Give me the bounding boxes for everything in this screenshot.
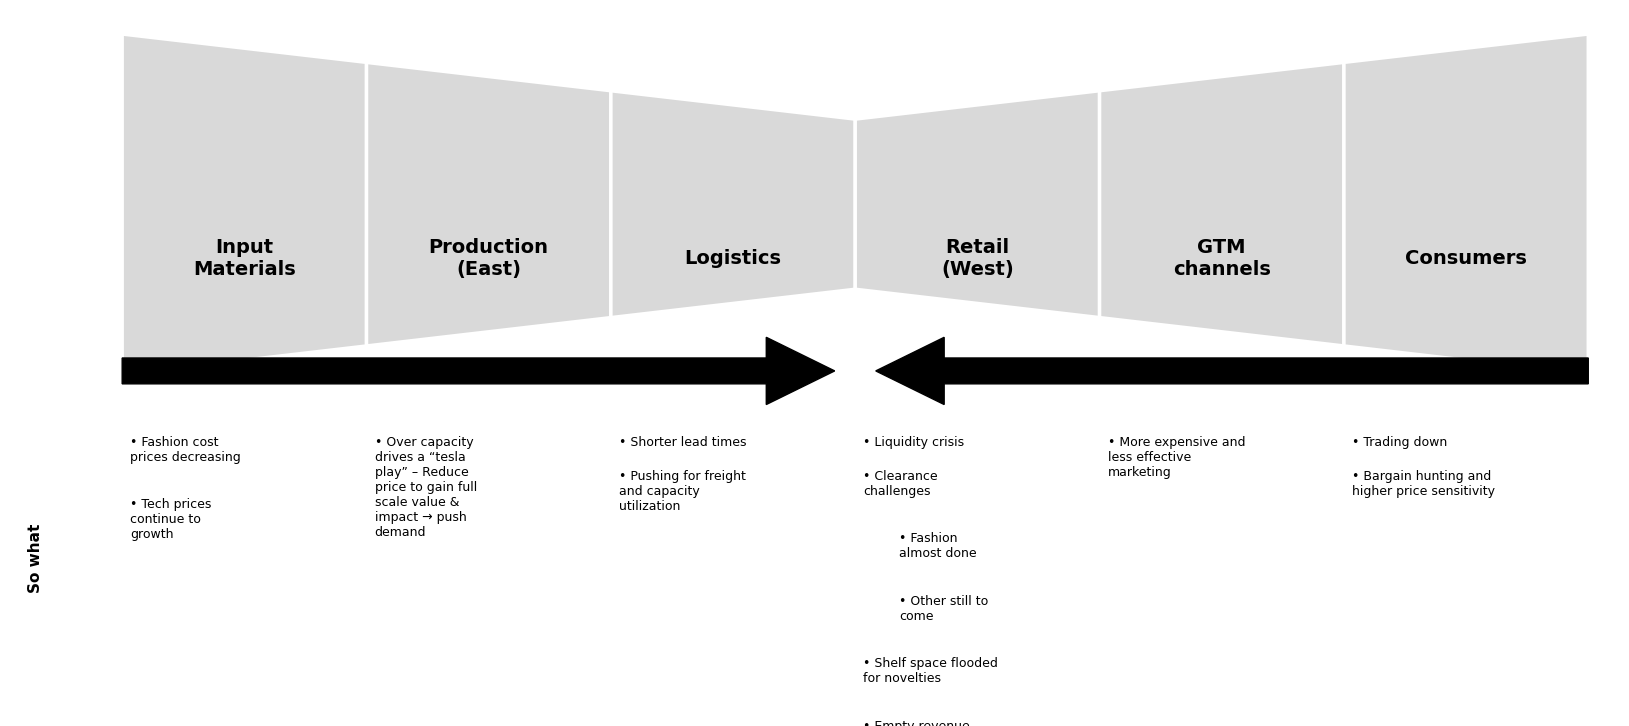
Text: • Other still to
come: • Other still to come <box>899 595 989 623</box>
Polygon shape <box>122 34 367 375</box>
Text: • Liquidity crisis: • Liquidity crisis <box>863 436 964 449</box>
Text: Logistics: Logistics <box>684 249 782 268</box>
Text: • Trading down: • Trading down <box>1352 436 1447 449</box>
Text: • Bargain hunting and
higher price sensitivity: • Bargain hunting and higher price sensi… <box>1352 470 1495 497</box>
Text: • Fashion
almost done: • Fashion almost done <box>899 532 977 560</box>
Polygon shape <box>367 62 611 346</box>
Text: • Fashion cost
prices decreasing: • Fashion cost prices decreasing <box>130 436 241 464</box>
Text: • More expensive and
less effective
marketing: • More expensive and less effective mark… <box>1108 436 1245 478</box>
Text: • Clearance
challenges: • Clearance challenges <box>863 470 938 497</box>
Text: • Empty revenue: • Empty revenue <box>863 720 971 726</box>
Text: • Tech prices
continue to
growth: • Tech prices continue to growth <box>130 498 212 541</box>
FancyArrow shape <box>876 338 1588 404</box>
Text: Retail
(West): Retail (West) <box>942 238 1013 279</box>
Text: Production
(East): Production (East) <box>428 238 549 279</box>
Text: • Shorter lead times: • Shorter lead times <box>619 436 746 449</box>
Text: • Pushing for freight
and capacity
utilization: • Pushing for freight and capacity utili… <box>619 470 746 513</box>
Text: GTM
channels: GTM channels <box>1173 238 1271 279</box>
Text: Consumers: Consumers <box>1406 249 1526 268</box>
Polygon shape <box>1100 62 1344 346</box>
Polygon shape <box>1344 34 1588 375</box>
Polygon shape <box>855 91 1100 317</box>
Polygon shape <box>611 91 855 317</box>
Text: So what: So what <box>28 523 44 592</box>
Text: Input
Materials: Input Materials <box>192 238 296 279</box>
Text: • Over capacity
drives a “tesla
play” – Reduce
price to gain full
scale value &
: • Over capacity drives a “tesla play” – … <box>375 436 477 539</box>
FancyArrow shape <box>122 338 834 404</box>
Text: • Shelf space flooded
for novelties: • Shelf space flooded for novelties <box>863 658 999 685</box>
